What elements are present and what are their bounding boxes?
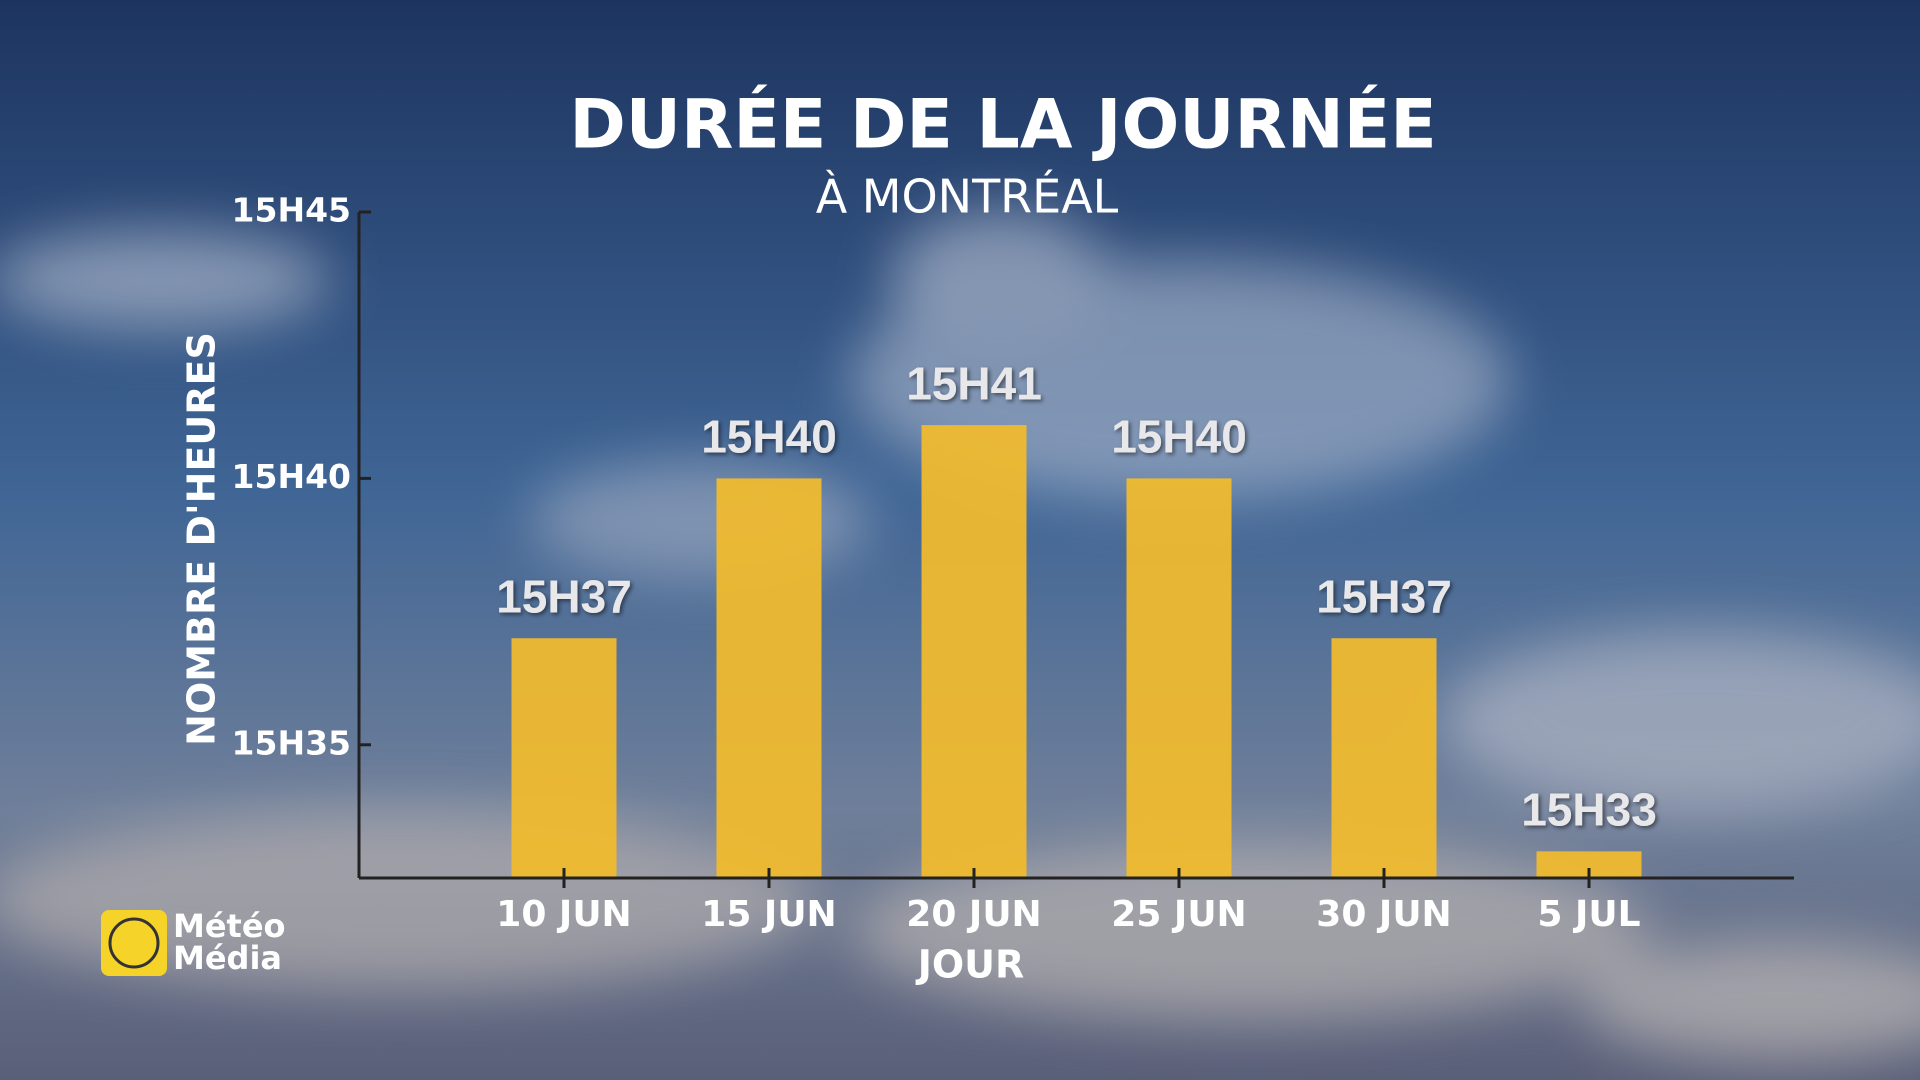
- logo-text: Média: [173, 939, 282, 977]
- bar: [1331, 638, 1437, 878]
- bar: [921, 425, 1027, 878]
- data-label: 15H41: [906, 357, 1042, 409]
- data-label: 15H37: [1316, 570, 1452, 622]
- bar: [1126, 478, 1232, 878]
- x-axis-title: JOUR: [915, 943, 1025, 987]
- x-tick-label: 25 JUN: [1111, 894, 1246, 935]
- x-tick-label: 30 JUN: [1316, 894, 1451, 935]
- y-tick-label: 15H35: [232, 723, 351, 762]
- y-tick-label: 15H45: [232, 191, 351, 230]
- logo-globe: [108, 917, 160, 969]
- x-tick-label: 5 JUL: [1537, 894, 1640, 935]
- bar: [716, 478, 822, 878]
- logo: Météo Média: [101, 907, 286, 977]
- chart-title: DURÉE DE LA JOURNÉE: [569, 85, 1436, 165]
- bar: [511, 638, 617, 878]
- x-tick-label: 15 JUN: [701, 894, 836, 935]
- data-label: 15H40: [701, 411, 837, 463]
- x-tick-label: 20 JUN: [906, 894, 1041, 935]
- data-label: 15H40: [1111, 411, 1247, 463]
- clouds: [0, 210, 1920, 1060]
- y-tick-label: 15H40: [232, 457, 351, 496]
- x-tick-label: 10 JUN: [496, 894, 631, 935]
- logo-text: Météo: [173, 907, 286, 945]
- data-label: 15H37: [496, 570, 632, 622]
- chart-subtitle: À MONTRÉAL: [816, 170, 1119, 224]
- data-label: 15H33: [1521, 784, 1657, 836]
- y-axis-title: NOMBRE D'HEURES: [180, 332, 224, 746]
